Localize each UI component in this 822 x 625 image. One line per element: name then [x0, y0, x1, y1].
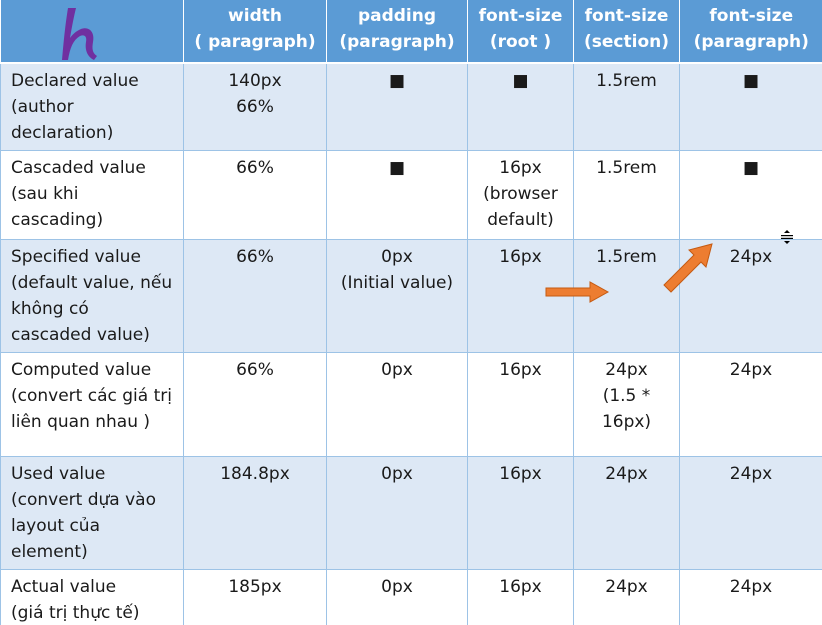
header-font-size-root: font-size (root ) — [467, 0, 574, 64]
cell-font-size-paragraph: 24px — [679, 352, 822, 457]
cell-width: 66% — [183, 239, 327, 353]
row-label: Specified value (default value, nếu khôn… — [0, 239, 184, 353]
table-row-actual: Actual value (giá trị thực tế) 185px 0px… — [0, 569, 822, 625]
row-label: Cascaded value (sau khi cascading) — [0, 150, 184, 240]
table-row-computed: Computed value (convert các giá trị liên… — [0, 352, 822, 457]
cell-padding: 0px — [326, 569, 468, 625]
cell-font-size-paragraph: ■ — [679, 150, 822, 240]
cell-font-size-root: ■ — [467, 62, 574, 151]
header-row: width ( paragraph) padding (paragraph) f… — [0, 0, 822, 64]
header-width-paragraph: width ( paragraph) — [183, 0, 327, 64]
cell-padding: 0px (Initial value) — [326, 239, 468, 353]
cell-width: 66% — [183, 150, 327, 240]
cell-font-size-root: 16px — [467, 456, 574, 570]
cell-padding: 0px — [326, 456, 468, 570]
table-row-used: Used value (convert dựa vào layout của e… — [0, 456, 822, 570]
header-font-size-paragraph: font-size (paragraph) — [679, 0, 822, 64]
cell-width: 184.8px — [183, 456, 327, 570]
right-arrow-icon — [545, 281, 610, 303]
cell-width: 185px — [183, 569, 327, 625]
diagonal-arrow-icon — [663, 243, 713, 293]
cell-font-size-paragraph: 24px — [679, 569, 822, 625]
cell-font-size-paragraph: 24px — [679, 456, 822, 570]
table-row-specified: Specified value (default value, nếu khôn… — [0, 239, 822, 353]
cell-font-size-section: 24px — [573, 569, 680, 625]
resize-cursor-icon — [781, 230, 793, 244]
cell-font-size-section: 24px (1.5 * 16px) — [573, 352, 680, 457]
cell-padding: ■ — [326, 150, 468, 240]
cell-width: 66% — [183, 352, 327, 457]
cell-font-size-root: 16px (browser default) — [467, 150, 574, 240]
cell-padding: 0px — [326, 352, 468, 457]
row-label: Declared value (author declaration) — [0, 62, 184, 151]
row-label: Computed value (convert các giá trị liên… — [0, 352, 184, 457]
cell-width: 140px 66% — [183, 62, 327, 151]
row-label: Actual value (giá trị thực tế) — [0, 569, 184, 625]
cell-padding: ■ — [326, 62, 468, 151]
header-padding-paragraph: padding (paragraph) — [326, 0, 468, 64]
cell-font-size-root: 16px — [467, 352, 574, 457]
cell-font-size-section: 24px — [573, 456, 680, 570]
cell-font-size-paragraph: ■ — [679, 62, 822, 151]
header-font-size-section: font-size (section) — [573, 0, 680, 64]
h-logo-icon — [62, 8, 97, 60]
table-row-cascaded: Cascaded value (sau khi cascading) 66% ■… — [0, 150, 822, 240]
row-label: Used value (convert dựa vào layout của e… — [0, 456, 184, 570]
cell-font-size-section: 1.5rem — [573, 150, 680, 240]
table-row-declared: Declared value (author declaration) 140p… — [0, 62, 822, 151]
cell-font-size-root: 16px — [467, 569, 574, 625]
cell-font-size-section: 1.5rem — [573, 62, 680, 151]
